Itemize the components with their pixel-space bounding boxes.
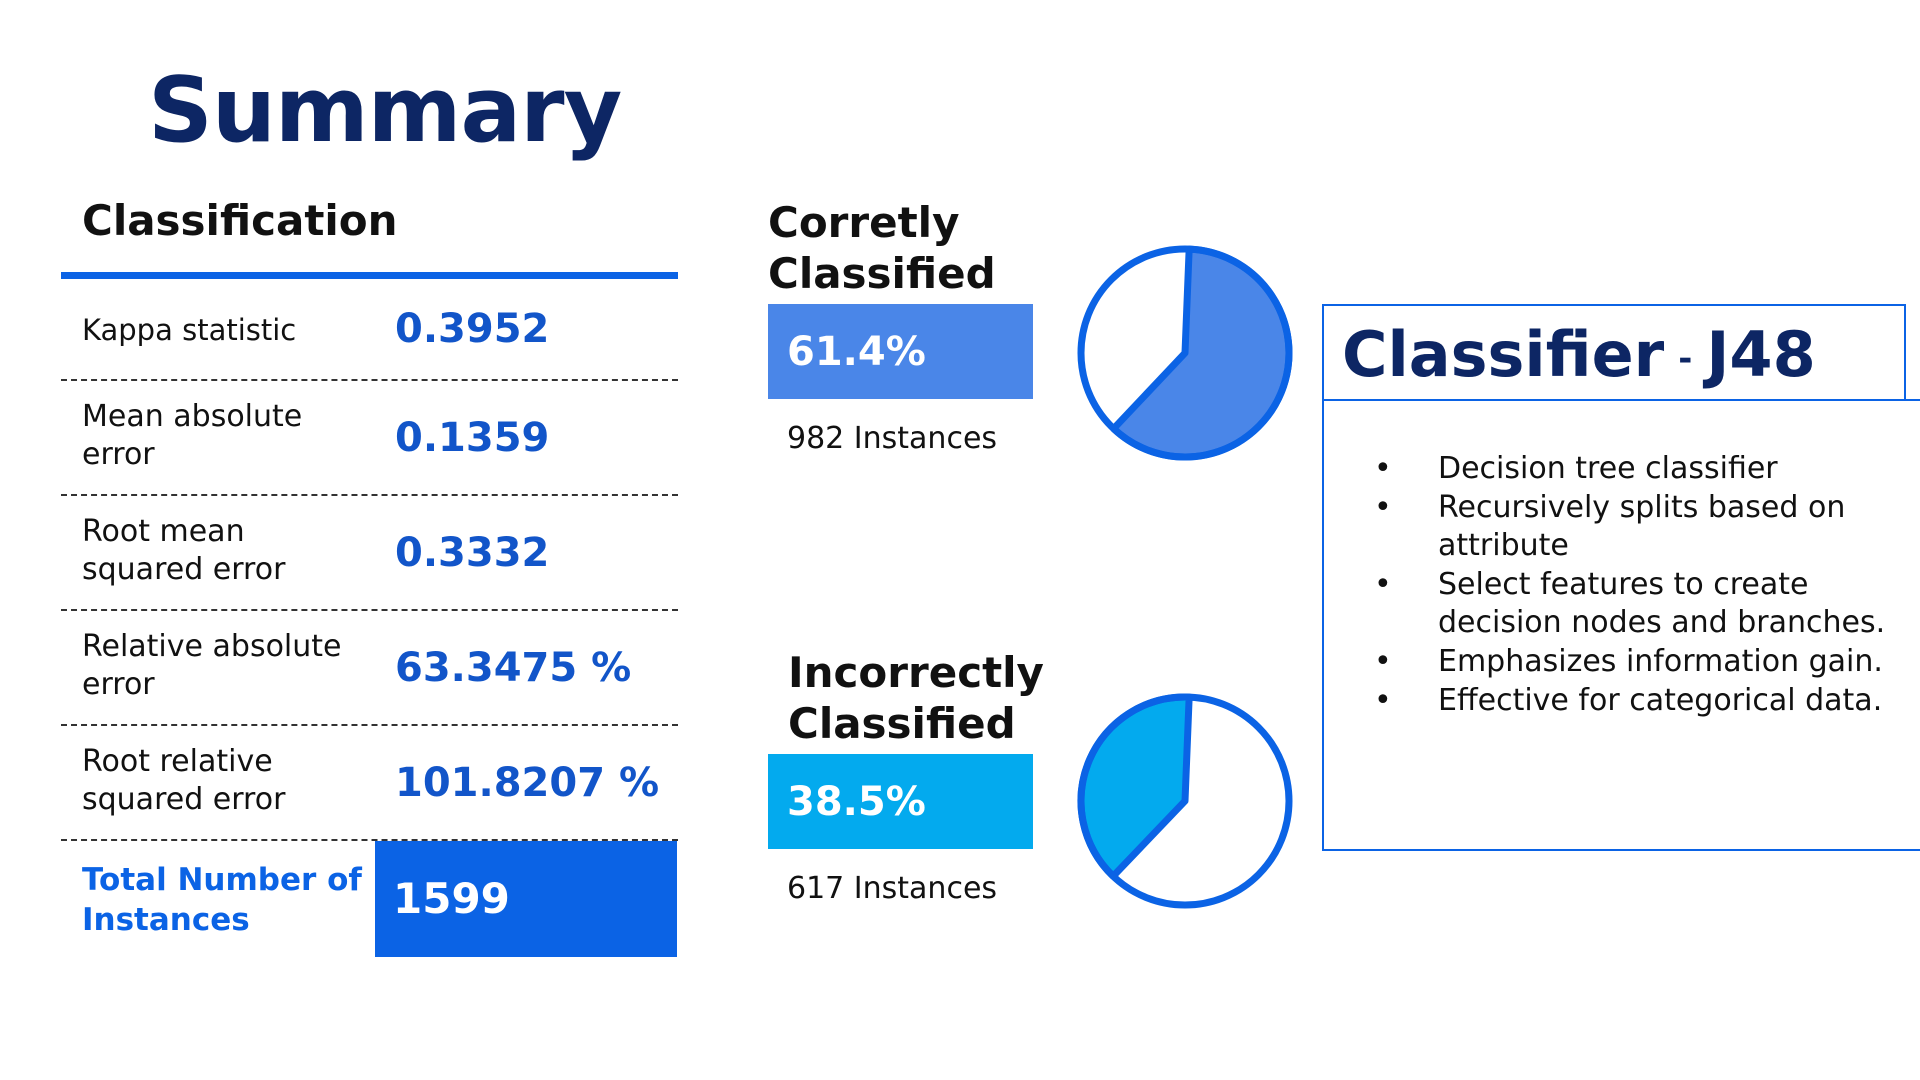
incorrect-instances: 617 Instances: [787, 871, 998, 906]
classification-heading: Classification: [82, 196, 398, 245]
classifier-header-box: [1322, 304, 1906, 401]
bullet-item: Emphasizes information gain.: [1366, 643, 1920, 681]
metric-label: Root relative squared error: [82, 744, 286, 817]
metric-label: Root mean squared error: [82, 514, 286, 587]
total-instances-value: 1599: [393, 874, 510, 923]
bullet-item: Effective for categorical data.: [1366, 682, 1920, 720]
incorrect-title: Incorrectly Classified: [788, 648, 1044, 748]
metric-value: 63.3475 %: [395, 645, 632, 691]
metric-row-kappa: Kappa statistic 0.3952: [61, 279, 678, 381]
metric-row-rmse: Root mean squared error 0.3332: [61, 496, 678, 611]
classifier-separator: -: [1678, 338, 1693, 379]
metric-value: 0.1359: [395, 415, 550, 461]
incorrect-percent-box: [768, 754, 1033, 849]
bullet-item: Decision tree classifier: [1366, 450, 1920, 488]
incorrect-pie-chart: [1077, 693, 1293, 909]
bullet-item: Select features to create decision nodes…: [1366, 566, 1920, 642]
metric-value: 0.3332: [395, 530, 550, 576]
correct-percent-box: [768, 304, 1033, 399]
bullet-item: Recursively splits based on attribute: [1366, 489, 1920, 565]
metric-value: 101.8207 %: [395, 760, 660, 806]
metric-row-mae: Mean absolute error 0.1359: [61, 381, 678, 496]
total-instances-box: [375, 841, 677, 957]
incorrect-pie-slice: [1077, 693, 1193, 880]
metric-row-rae: Relative absolute error 63.3475 %: [61, 611, 678, 726]
correct-title: Corretly Classified: [768, 198, 996, 298]
metric-label: Mean absolute error: [82, 399, 303, 472]
classifier-bullet-list: Decision tree classifier Recursively spl…: [1366, 450, 1920, 721]
incorrect-percent: 38.5%: [787, 779, 926, 825]
correct-instances: 982 Instances: [787, 421, 998, 456]
metric-label: Relative absolute error: [82, 629, 342, 702]
metric-row-rrse: Root relative squared error 101.8207 %: [61, 726, 678, 841]
classifier-name: Classifier: [1342, 318, 1665, 391]
classifier-model: J48: [1706, 318, 1816, 391]
classifier-title: Classifier - J48: [1342, 318, 1816, 391]
classification-rule: [61, 272, 678, 279]
metric-label: Kappa statistic: [82, 313, 297, 347]
correct-pie-outline: [1077, 245, 1293, 461]
total-instances-label: Total Number of Instances: [82, 862, 362, 938]
correct-pie-chart: [1077, 245, 1293, 461]
metric-value: 0.3952: [395, 306, 550, 352]
page-title: Summary: [148, 58, 622, 163]
incorrect-pie-outline: [1077, 693, 1293, 909]
correct-percent: 61.4%: [787, 329, 926, 375]
